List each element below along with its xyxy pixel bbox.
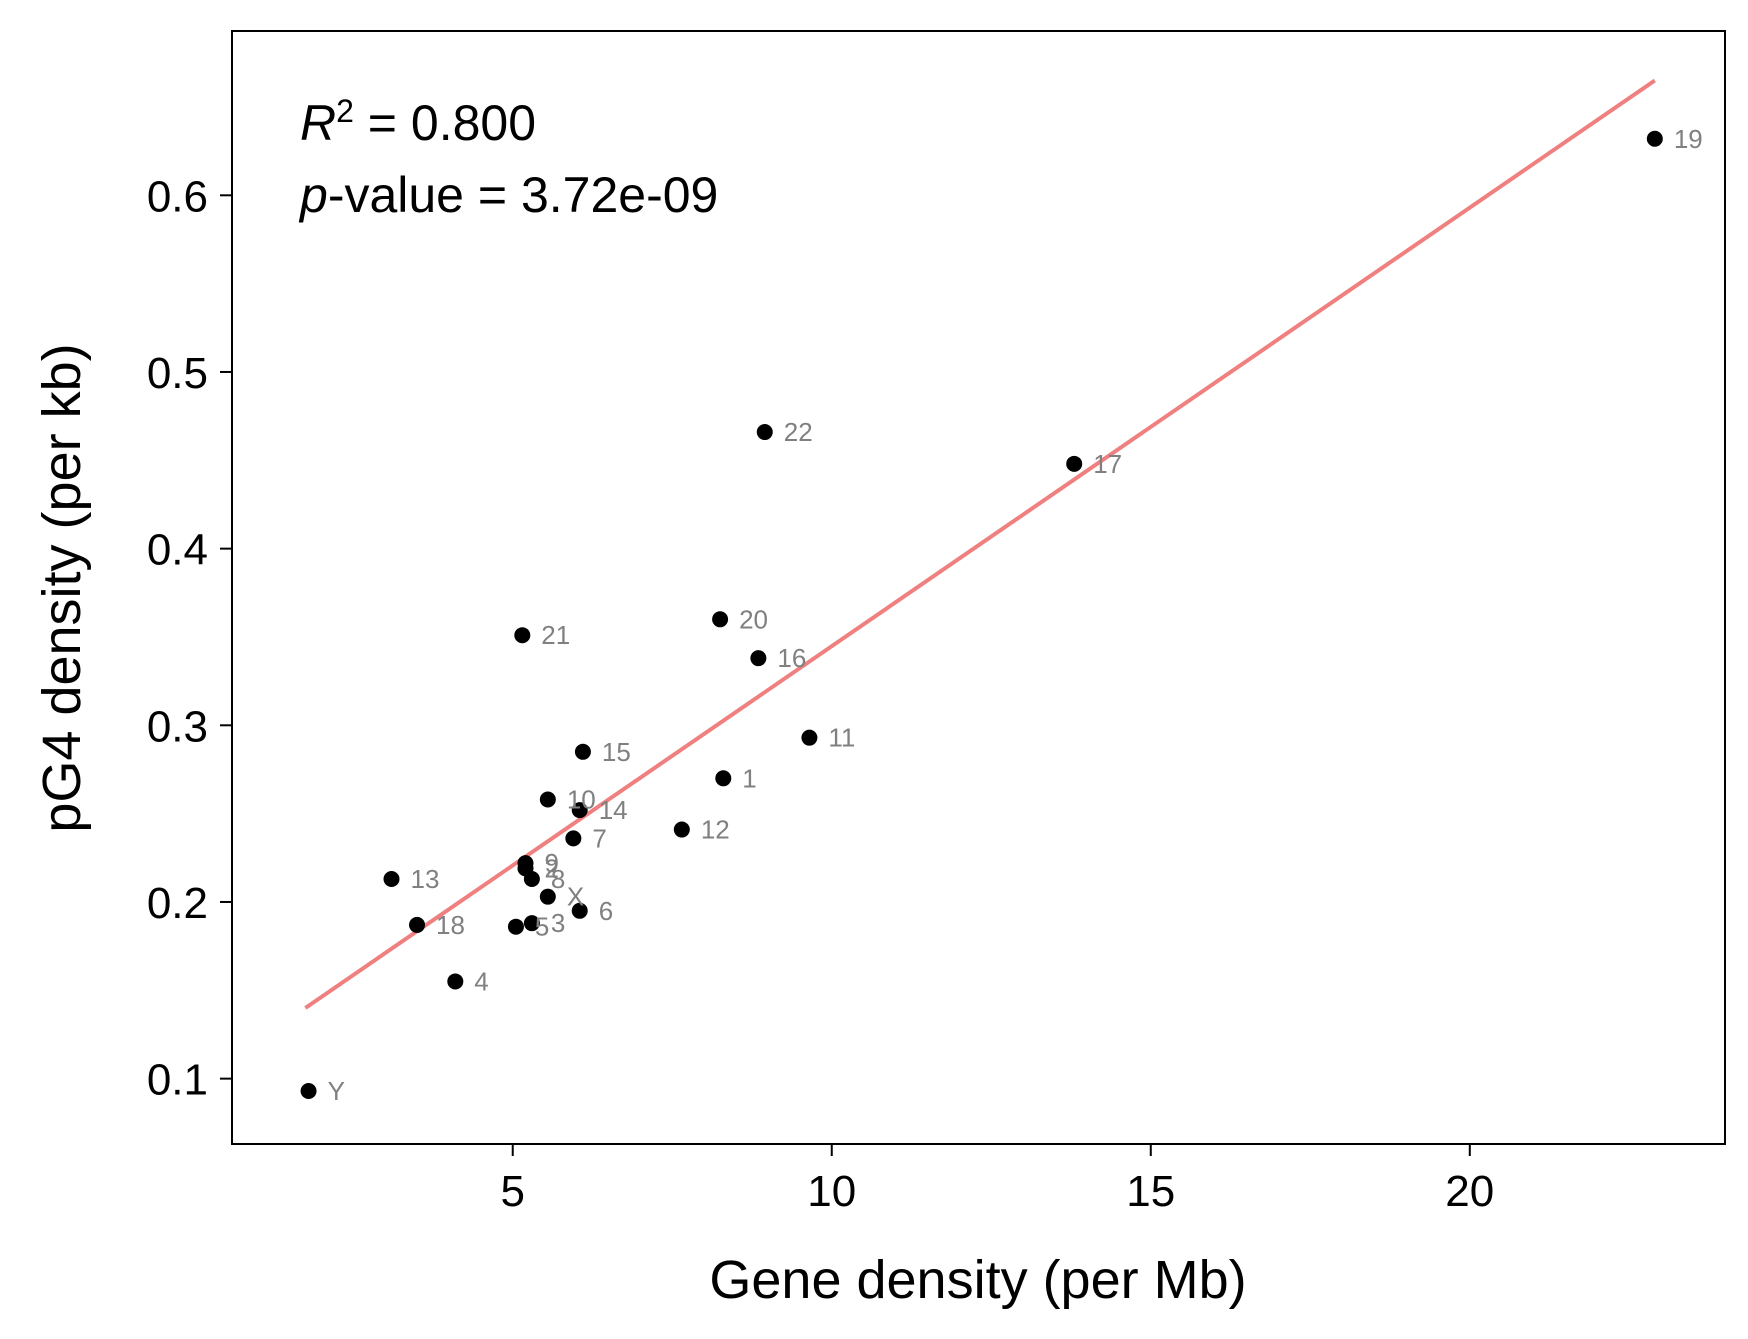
- y-tick-label: 0.4: [147, 526, 208, 575]
- point-label: 17: [1093, 449, 1122, 479]
- data-point: [447, 973, 464, 990]
- y-axis-label: pG4 density (per kb): [32, 343, 92, 832]
- data-point: [1646, 130, 1663, 147]
- data-point: [565, 830, 582, 847]
- data-point: [1066, 455, 1083, 472]
- y-tick-label: 0.1: [147, 1056, 208, 1105]
- point-label: 21: [541, 620, 570, 650]
- data-point: [574, 743, 591, 760]
- p-value-symbol: p: [298, 167, 328, 223]
- point-label: 7: [592, 823, 606, 853]
- point-label: 22: [784, 417, 813, 447]
- data-point: [539, 791, 556, 808]
- data-point: [571, 902, 588, 919]
- point-label: 8: [551, 864, 565, 894]
- data-point: [712, 611, 729, 628]
- regression-line: [304, 78, 1656, 1010]
- y-tick-label: 0.2: [147, 879, 208, 928]
- y-tick-label: 0.5: [147, 349, 208, 398]
- data-point: [756, 424, 773, 441]
- point-label: 13: [411, 864, 440, 894]
- y-tick-label: 0.3: [147, 702, 208, 751]
- r-squared-superscript: 2: [336, 93, 354, 129]
- r-squared-annotation: R2 = 0.800: [300, 93, 536, 151]
- p-value-value: -value = 3.72e-09: [328, 167, 719, 223]
- point-label: 1: [742, 763, 756, 793]
- x-tick-label: 20: [1445, 1167, 1494, 1216]
- point-label: 19: [1674, 124, 1703, 154]
- point-label: 6: [599, 896, 613, 926]
- data-point: [300, 1083, 317, 1099]
- x-axis-label: Gene density (per Mb): [709, 1250, 1246, 1310]
- data-point: [715, 770, 732, 787]
- point-label: 16: [777, 643, 806, 673]
- point-label: 20: [739, 604, 768, 634]
- x-tick-label: 10: [807, 1167, 856, 1216]
- x-tick-label: 15: [1126, 1167, 1175, 1216]
- r-squared-value: = 0.800: [354, 95, 536, 151]
- data-point: [383, 871, 400, 887]
- data-point: [507, 918, 524, 935]
- point-label: 3: [551, 908, 565, 938]
- point-label: 4: [474, 966, 488, 996]
- x-tick-label: 5: [500, 1167, 524, 1216]
- data-point: [517, 855, 534, 872]
- data-point: [539, 888, 556, 905]
- x-axis: 5 10 15 20: [500, 1144, 1494, 1216]
- r-squared-symbol: R: [300, 95, 336, 151]
- point-label: X: [567, 882, 584, 912]
- point-label: 5: [535, 912, 549, 942]
- data-point: [523, 915, 540, 932]
- fit-layer: [304, 78, 1656, 1010]
- point-label: 15: [602, 737, 631, 767]
- plot-area-frame: [231, 30, 1726, 1145]
- point-label: 12: [701, 815, 730, 845]
- data-point: [523, 871, 540, 887]
- data-point: [514, 627, 531, 644]
- y-axis: 0.1 0.2 0.3 0.4 0.5 0.6: [147, 172, 232, 1105]
- data-point: [571, 802, 588, 819]
- p-value-annotation: p-value = 3.72e-09: [298, 167, 718, 223]
- point-label: 2: [544, 853, 558, 883]
- data-point: [801, 729, 818, 746]
- point-label: 18: [436, 910, 465, 940]
- point-label: 9: [544, 848, 558, 878]
- data-point: [673, 821, 690, 838]
- point-label: 10: [567, 785, 596, 815]
- data-point: [409, 916, 426, 933]
- points-layer: [300, 130, 1663, 1099]
- point-label: Y: [328, 1076, 345, 1106]
- point-label: 11: [828, 723, 855, 753]
- point-label: 14: [599, 795, 628, 825]
- data-point: [750, 650, 767, 667]
- y-tick-label: 0.6: [147, 172, 208, 221]
